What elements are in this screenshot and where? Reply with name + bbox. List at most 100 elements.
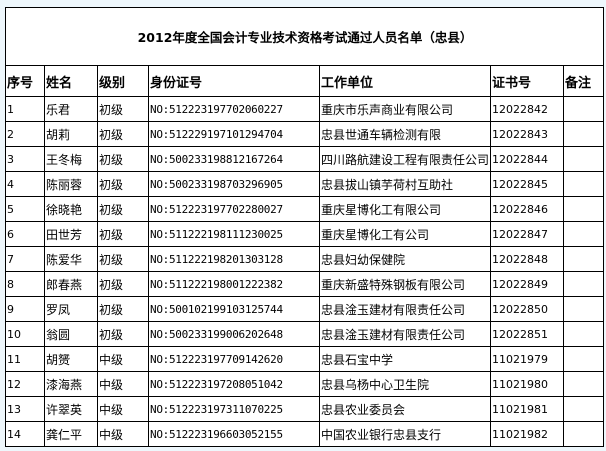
cell-index: 14 <box>5 421 45 447</box>
cell-level: 初级 <box>97 246 149 272</box>
cell-level: 初级 <box>97 146 149 172</box>
table-row: 11 胡赟 中级 NO:512223197709142620 忠县石宝中学 1102197… <box>5 346 605 372</box>
cell-certificate: 12022847 <box>490 221 564 247</box>
cell-index: 8 <box>5 271 45 297</box>
cell-index: 5 <box>5 196 45 222</box>
cell-employer: 忠县乌杨中心卫生院 <box>319 371 491 397</box>
cell-id-number: NO:511222198001222382 <box>148 271 320 297</box>
cell-certificate: 12022842 <box>490 96 564 122</box>
cell-certificate: 12022845 <box>490 171 564 197</box>
cell-employer: 中国农业银行忠县支行 <box>319 421 491 447</box>
cell-level: 中级 <box>97 421 149 447</box>
cell-remarks <box>562 296 605 322</box>
cell-index: 13 <box>5 396 45 422</box>
cell-id-number: NO:500233199006202648 <box>148 321 320 347</box>
cell-employer: 重庆星博化工有公司 <box>319 221 491 247</box>
cell-id-number: NO:512223197208051042 <box>148 371 320 397</box>
cell-employer: 忠县农业委员会 <box>319 396 491 422</box>
cell-level: 初级 <box>97 271 149 297</box>
cell-id-number: NO:500233198703296905 <box>148 171 320 197</box>
cell-id-number: NO:512223197702060227 <box>148 96 320 122</box>
header-employer: 工作单位 <box>319 65 491 97</box>
header-name: 姓名 <box>44 65 98 97</box>
table-row: 7 陈爱华 初级 NO:511222198201303128 忠县妇幼保健院 120228… <box>5 246 605 272</box>
cell-certificate: 12022848 <box>490 246 564 272</box>
cell-id-number: NO:512223197311070225 <box>148 396 320 422</box>
cell-remarks <box>562 321 605 347</box>
cell-certificate: 12022844 <box>490 146 564 172</box>
cell-name: 胡赟 <box>44 346 98 372</box>
table-row: 6 田世芳 初级 NO:511222198111230025 重庆星博化工有公司 1202… <box>5 221 605 247</box>
cell-id-number: NO:511222198111230025 <box>148 221 320 247</box>
cell-level: 初级 <box>97 321 149 347</box>
cell-certificate: 11021982 <box>490 421 564 447</box>
table-title: 2012年度全国会计专业技术资格考试通过人员名单（忠县） <box>4 7 605 66</box>
cell-level: 初级 <box>97 296 149 322</box>
cell-index: 7 <box>5 246 45 272</box>
cell-id-number: NO:512229197101294704 <box>148 121 320 147</box>
cell-remarks <box>562 171 605 197</box>
cell-level: 初级 <box>97 196 149 222</box>
cell-name: 翁圆 <box>44 321 98 347</box>
cell-remarks <box>562 146 605 172</box>
cell-id-number: NO:511222198201303128 <box>148 246 320 272</box>
header-remarks: 备注 <box>562 65 605 97</box>
cell-index: 9 <box>5 296 45 322</box>
cell-certificate: 12022846 <box>490 196 564 222</box>
table-row: 10 翁圆 初级 NO:500233199006202648 忠县淦玉建材有限责任公司 1… <box>5 321 605 347</box>
cell-name: 郎春燕 <box>44 271 98 297</box>
cell-certificate: 11021980 <box>490 371 564 397</box>
cell-level: 初级 <box>97 221 149 247</box>
cell-employer: 重庆新盛特殊钢板有限公司 <box>319 271 491 297</box>
table-row: 14 龚仁平 中级 NO:512223196603052155 中国农业银行忠县支行 11… <box>5 421 605 447</box>
cell-name: 徐晓艳 <box>44 196 98 222</box>
cell-employer: 四川路航建设工程有限责任公司 <box>319 146 491 172</box>
cell-certificate: 12022843 <box>490 121 564 147</box>
cell-remarks <box>562 246 605 272</box>
cell-level: 初级 <box>97 171 149 197</box>
cell-level: 中级 <box>97 371 149 397</box>
cell-index: 6 <box>5 221 45 247</box>
cell-employer: 忠县淦玉建材有限责任公司 <box>319 321 491 347</box>
cell-name: 龚仁平 <box>44 421 98 447</box>
cell-remarks <box>562 96 605 122</box>
table-row: 1 乐君 初级 NO:512223197702060227 重庆市乐声商业有限公司 120… <box>5 96 605 122</box>
header-certificate: 证书号 <box>490 65 564 97</box>
cell-remarks <box>562 396 605 422</box>
cell-name: 田世芳 <box>44 221 98 247</box>
cell-index: 4 <box>5 171 45 197</box>
cell-remarks <box>562 421 605 447</box>
cell-remarks <box>562 196 605 222</box>
cell-name: 漆海燕 <box>44 371 98 397</box>
cell-name: 许翠英 <box>44 396 98 422</box>
cell-index: 12 <box>5 371 45 397</box>
table-row: 12 漆海燕 中级 NO:512223197208051042 忠县乌杨中心卫生院 110… <box>5 371 605 397</box>
cell-name: 胡莉 <box>44 121 98 147</box>
cell-id-number: NO:500102199103125744 <box>148 296 320 322</box>
table-row: 3 王冬梅 初级 NO:500233198812167264 四川路航建设工程有限责任公… <box>5 146 605 172</box>
cell-index: 11 <box>5 346 45 372</box>
table-row: 5 徐晓艳 初级 NO:512223197702280027 重庆星博化工有限公司 120… <box>5 196 605 222</box>
cell-id-number: NO:512223197709142620 <box>148 346 320 372</box>
cell-remarks <box>562 221 605 247</box>
cell-index: 10 <box>5 321 45 347</box>
header-row: 序号 姓名 级别 身份证号 工作单位 证书号 备注 <box>5 65 605 97</box>
cell-index: 3 <box>5 146 45 172</box>
table-row: 4 陈丽蓉 初级 NO:500233198703296905 忠县拔山镇芋荷村互助社 12… <box>5 171 605 197</box>
cell-index: 2 <box>5 121 45 147</box>
cell-certificate: 11021981 <box>490 396 564 422</box>
cell-name: 罗凤 <box>44 296 98 322</box>
cell-id-number: NO:500233198812167264 <box>148 146 320 172</box>
cell-id-number: NO:512223196603052155 <box>148 421 320 447</box>
table-row: 13 许翠英 中级 NO:512223197311070225 忠县农业委员会 11021… <box>5 396 605 422</box>
table-row: 8 郎春燕 初级 NO:511222198001222382 重庆新盛特殊钢板有限公司 1… <box>5 271 605 297</box>
cell-employer: 忠县拔山镇芋荷村互助社 <box>319 171 491 197</box>
cell-name: 乐君 <box>44 96 98 122</box>
cell-remarks <box>562 346 605 372</box>
cell-employer: 忠县妇幼保健院 <box>319 246 491 272</box>
cell-employer: 忠县石宝中学 <box>319 346 491 372</box>
cell-name: 陈爱华 <box>44 246 98 272</box>
cell-level: 中级 <box>97 396 149 422</box>
cell-level: 中级 <box>97 346 149 372</box>
cell-index: 1 <box>5 96 45 122</box>
